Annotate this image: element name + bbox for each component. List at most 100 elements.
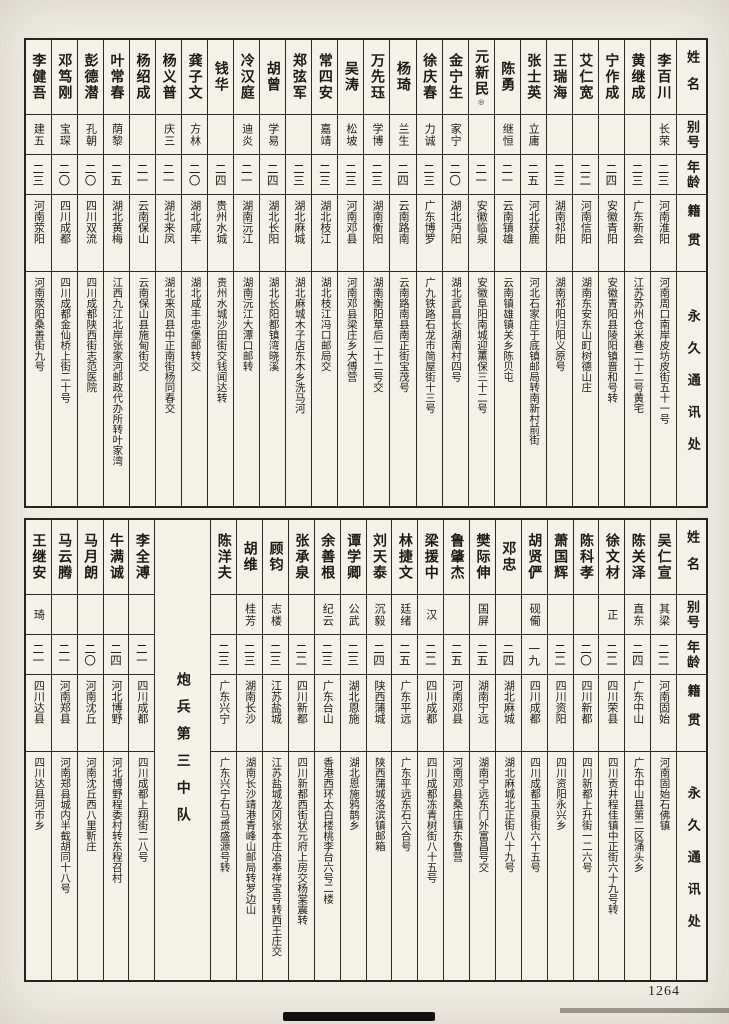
person-column: 王继安 琦 二一 四川达县 四川达县河市乡 (25, 520, 51, 980)
person-address: 湖北长阳都镇湾晓溪 (260, 271, 286, 506)
person-address: 安徽青阳县陵阳镇晋和号转 (598, 271, 624, 506)
person-column: 龚子文 方林 二〇 湖北咸丰 湖北咸丰忠堡邮转交 (181, 40, 208, 506)
person-age: 二〇 (442, 154, 468, 194)
person-alias: 琦 (25, 594, 51, 634)
person-name: 邓忠 (496, 520, 521, 594)
header-address: 永久通讯处 (677, 751, 706, 980)
person-age: 二三 (340, 634, 366, 674)
scan-artifact-edge (560, 1008, 729, 1013)
person-name-text: 陈洋夫 (215, 532, 232, 581)
person-name: 李全溥 (129, 520, 154, 594)
person-name: 王瑞海 (547, 40, 572, 114)
person-name-text: 冷汉庭 (238, 52, 255, 101)
person-alias: 孔朝 (77, 114, 103, 154)
person-name-text: 梁援中 (422, 532, 439, 581)
person-alias: 庆三 (156, 114, 182, 154)
person-native-place: 四川成都 (521, 674, 547, 751)
person-name-text: 邓忠 (500, 540, 517, 573)
page-number: 1264 (648, 984, 680, 999)
person-address: 河南荥阳桑善街九号 (25, 271, 51, 506)
person-alias (468, 114, 494, 154)
person-name-text: 元新民 (473, 48, 490, 97)
person-native-place: 河北获鹿 (520, 194, 546, 271)
person-address: 广九铁路石龙市简屋街十三号 (416, 271, 442, 506)
person-native-place: 湖北恩施 (340, 674, 366, 751)
person-address: 江苏盐城龙冈张本庄冶奉祥宝号转西王庄交 (263, 751, 288, 980)
person-alias: 兰生 (390, 114, 416, 154)
person-address: 河南郑县城内半截胡同十八号 (51, 751, 77, 980)
person-alias (211, 594, 237, 634)
person-name: 余善根 (315, 520, 340, 594)
person-name: 李健吾 (26, 40, 51, 114)
person-name: 金宁生 (443, 40, 468, 114)
person-name-text: 鲁肇杰 (448, 532, 465, 581)
person-native-place: 湖南沅江 (234, 194, 260, 271)
person-native-place: 四川达县 (25, 674, 51, 751)
person-name-text: 常四安 (316, 52, 333, 101)
person-age: 二四 (625, 634, 651, 674)
person-age: 二一 (51, 634, 77, 674)
person-name: 杨琦 (390, 40, 415, 114)
person-native-place: 广东平远 (392, 674, 418, 751)
person-age: 二〇 (51, 154, 77, 194)
person-alias: 荫黎 (103, 114, 130, 154)
person-age: 二三 (338, 154, 364, 194)
person-name: 张士英 (521, 40, 546, 114)
person-age: 二二 (418, 634, 444, 674)
person-name: 冷汉庭 (234, 40, 259, 114)
person-alias: 立庸 (520, 114, 546, 154)
person-address: 广东中山县第二区涌头乡 (625, 751, 651, 980)
person-native-place: 湖北黄梅 (103, 194, 130, 271)
person-address: 湖北咸丰忠堡邮转交 (182, 271, 208, 506)
person-native-place: 河南固始 (651, 674, 676, 751)
person-native-place: 湖北咸丰 (182, 194, 208, 271)
person-native-place: 河南淮阳 (650, 194, 676, 271)
person-age: 二三 (624, 154, 650, 194)
person-name-text: 李百川 (655, 52, 672, 101)
person-alias (624, 114, 650, 154)
person-age: 二一 (129, 634, 155, 674)
person-native-place: 广东兴宁 (211, 674, 237, 751)
person-address: 广东平远东石六合号 (392, 751, 418, 980)
person-address: 河南邓县梁庄乡大傅营 (338, 271, 364, 506)
person-column: 陈关泽 直东 二四 广东中山 广东中山县第二区涌头乡 (624, 520, 651, 980)
person-column: 萧国辉 二二 四川资阳 四川资阳永兴乡 (546, 520, 573, 980)
header-native-place: 籍贯 (677, 194, 706, 271)
person-name-text: 吴仁宣 (655, 532, 672, 581)
person-age: 二〇 (573, 634, 599, 674)
person-age: 二四 (208, 154, 234, 194)
person-alias (77, 594, 103, 634)
person-native-place: 四川成都 (129, 674, 155, 751)
person-native-place: 四川新都 (288, 674, 314, 751)
person-address: 四川新都西街状元府上房交杨棠震转 (288, 751, 314, 980)
person-address: 江西九江北岸张家河邮政代办所转叶家湾 (103, 271, 130, 506)
person-column: 陈洋夫 二三 广东兴宁 广东兴宁石马贯盛源号转 (210, 520, 237, 980)
person-age: 二一 (130, 154, 156, 194)
person-alias (103, 594, 129, 634)
person-alias: 沉毅 (366, 594, 392, 634)
person-name-text: 张士英 (525, 52, 542, 101)
person-column: 张士英 立庸 二五 河北获鹿 河北石家庄于底镇邮局转南新村前街 (519, 40, 546, 506)
person-alias: 砚僃 (521, 594, 547, 634)
person-native-place: 河南邓县 (338, 194, 364, 271)
person-name-text: 艾仁宽 (577, 52, 594, 101)
person-name-text: 谭学卿 (345, 532, 362, 581)
person-name: 万先珏 (364, 40, 389, 114)
person-column: 梁援中 汉 二二 四川成都 四川成都冻青树街八十五号 (417, 520, 444, 980)
person-alias: 迪炎 (234, 114, 260, 154)
person-age: 二四 (260, 154, 286, 194)
person-address: 湖北恩施鸦鹊乡 (340, 751, 366, 980)
person-age: 二三 (546, 154, 572, 194)
person-age: 二一 (25, 634, 51, 674)
person-age: 二一 (234, 154, 260, 194)
person-name-text: 杨绍成 (134, 52, 151, 101)
person-name: 龚子文 (182, 40, 207, 114)
person-age: 二四 (495, 634, 521, 674)
person-name-text: 樊际伸 (474, 532, 491, 581)
person-column: 余善根 纪云 二三 广东台山 香港西环太白楼桃李台六号二楼 (313, 520, 340, 980)
person-address: 河南周口南岸皮坊皮街五十一号 (650, 271, 676, 506)
person-column: 吴仁宣 其梁 二二 河南固始 河南固始石佛镇 (650, 520, 676, 980)
person-alias: 公武 (340, 594, 366, 634)
person-address: 湖南宁远东门外富昌号交 (470, 751, 495, 980)
